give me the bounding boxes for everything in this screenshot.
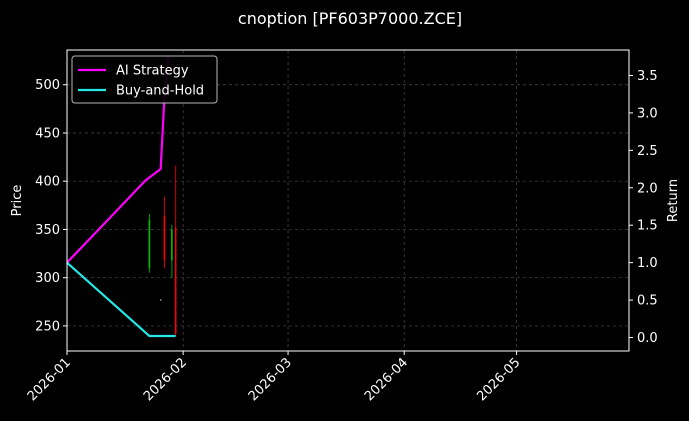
y2-tick-label: 2.0: [637, 181, 658, 196]
y-tick-label: 350: [35, 223, 60, 238]
y2-tick-label: 2.5: [637, 144, 658, 159]
candle-body: [148, 219, 151, 269]
y-axis-title: Price: [10, 185, 25, 217]
legend-label: AI Strategy: [116, 64, 189, 79]
y-tick-label: 450: [35, 126, 60, 141]
x-tick-label: 2026-05: [474, 355, 523, 404]
y2-tick-label: 0.5: [637, 294, 658, 309]
x-tick-label: 2026-04: [362, 355, 411, 404]
y-tick-label: 300: [35, 271, 60, 286]
legend-label: Buy-and-Hold: [116, 84, 204, 99]
y-tick-label: 400: [35, 175, 60, 190]
candle-layer: [148, 165, 177, 336]
y2-tick-label: 3.5: [637, 69, 658, 84]
legend: AI Strategy Buy-and-Hold: [71, 55, 218, 104]
legend-box: [71, 55, 218, 104]
x-tick-label: 2026-02: [141, 355, 190, 404]
candle-body: [174, 227, 177, 334]
candle-body: [159, 299, 162, 301]
candle-body: [171, 229, 173, 261]
x-tick-label: 2026-03: [246, 355, 295, 404]
plot-frame: [66, 49, 630, 352]
y2-axis-title: Return: [666, 179, 681, 222]
axis-layer: 250 300 350 400 450 500 0.0 0.5 1.0 1.5 2.0 2.5 3.0 3…: [25, 69, 658, 404]
series-line-buy-and-hold: [66, 261, 176, 338]
y2-tick-label: 1.5: [637, 219, 658, 234]
y-tick-label: 500: [35, 78, 60, 93]
x-tick-label: 2026-01: [25, 355, 74, 404]
y2-tick-label: 3.0: [637, 106, 658, 121]
chart-title: cnoption [PF603P7000.ZCE]: [238, 9, 462, 28]
candle-body: [163, 215, 166, 261]
y2-tick-label: 1.0: [637, 256, 658, 271]
y2-tick-label: 0.0: [637, 331, 658, 346]
y-tick-label: 250: [35, 319, 60, 334]
